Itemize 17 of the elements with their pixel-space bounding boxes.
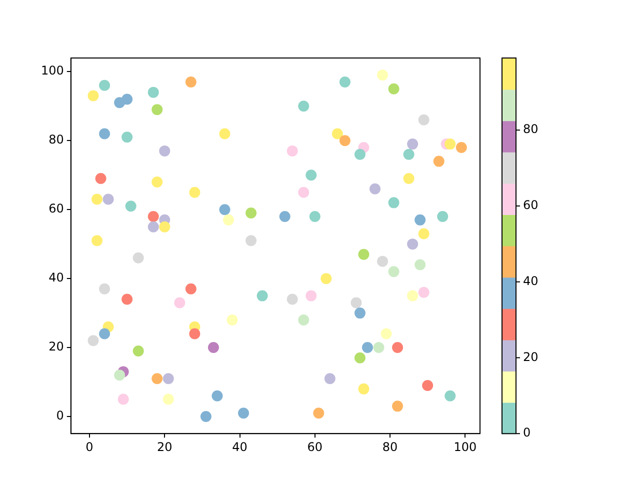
y-tick-label: 100 (41, 64, 64, 78)
x-tick-label: 80 (382, 440, 398, 454)
color-bar-label: 20 (523, 350, 538, 364)
y-tick-label: 40 (48, 270, 64, 285)
x-tick-label: 40 (232, 440, 248, 454)
color-bar-label: 80 (523, 122, 538, 136)
y-tick-label: 20 (48, 340, 64, 354)
color-bar-label: 0 (523, 426, 531, 440)
color-bar-label: 40 (523, 274, 538, 288)
x-tick-label: 0 (86, 440, 94, 454)
y-tick-label: 60 (48, 202, 64, 216)
color-bar-label: 60 (523, 198, 538, 212)
x-tick-label: 100 (454, 440, 477, 454)
y-tick-label: 0 (56, 408, 64, 423)
x-tick-label: 60 (307, 440, 323, 454)
y-tick-label: 80 (48, 132, 64, 147)
x-tick-label: 20 (156, 440, 172, 454)
